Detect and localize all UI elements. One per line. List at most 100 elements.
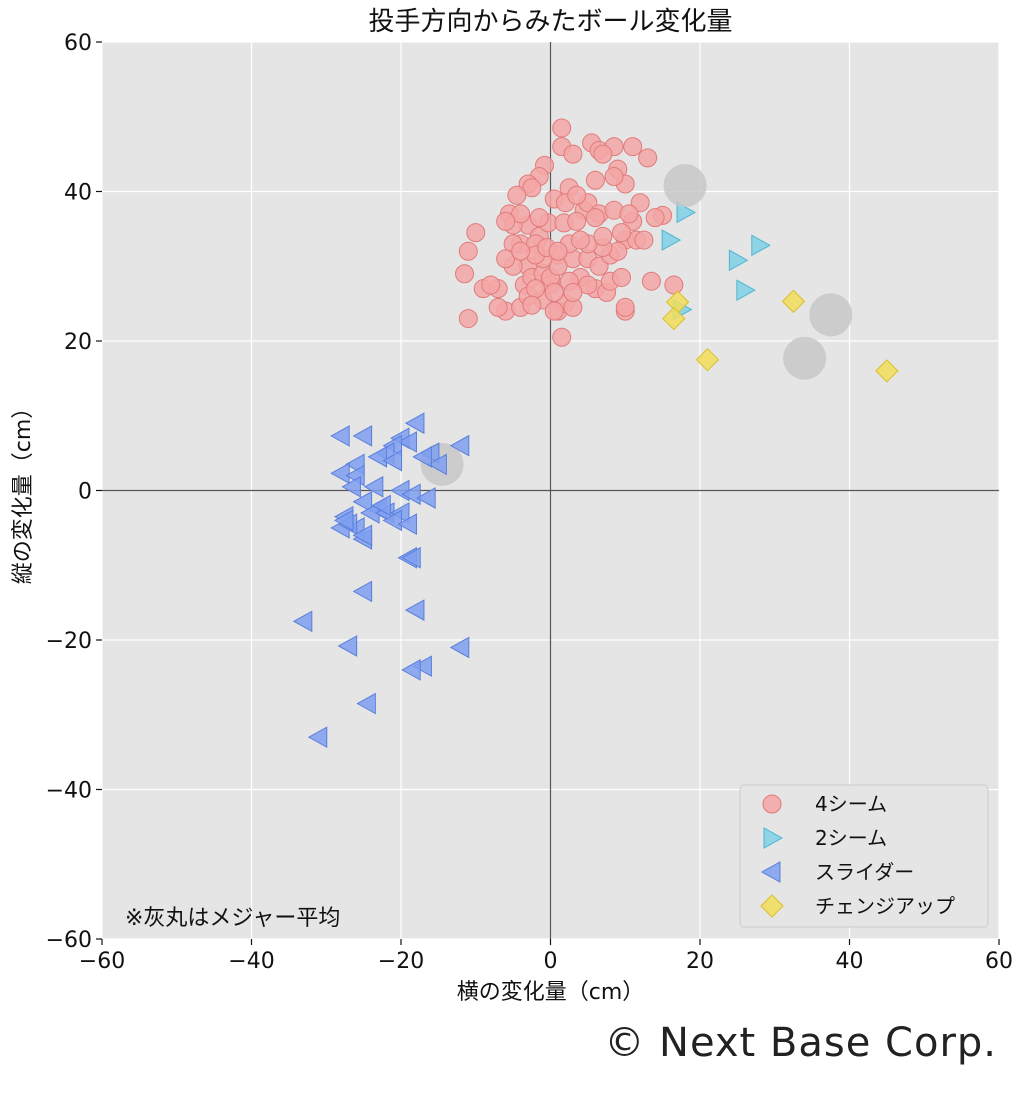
mlb-average-point <box>809 293 853 337</box>
legend-item: チェンジアップ <box>760 894 955 918</box>
data-point <box>397 513 417 535</box>
data-point <box>552 118 572 138</box>
x-tick-label: −60 <box>79 949 125 974</box>
legend-item: 2シーム <box>763 826 887 850</box>
y-tick-label: −20 <box>46 629 92 654</box>
data-point <box>623 137 643 157</box>
data-point <box>567 211 587 231</box>
mlb-average-point <box>663 164 707 208</box>
legend-marker <box>763 827 784 849</box>
data-point <box>585 170 605 190</box>
data-point <box>751 234 771 257</box>
data-point <box>634 230 654 250</box>
data-point <box>522 178 542 198</box>
data-points <box>292 118 899 749</box>
series-triangle-left <box>292 412 470 749</box>
data-point <box>496 211 516 231</box>
data-point <box>401 483 421 506</box>
legend-marker <box>762 794 782 814</box>
data-point <box>412 655 432 678</box>
data-point <box>401 659 421 681</box>
data-point <box>401 546 421 569</box>
data-point <box>578 275 598 295</box>
data-point <box>563 144 583 164</box>
x-tick-label: 20 <box>686 949 714 974</box>
data-point <box>292 610 313 633</box>
data-point <box>511 204 531 224</box>
data-point <box>526 279 546 299</box>
data-point <box>593 144 613 164</box>
x-tick-label: 0 <box>544 949 558 974</box>
y-tick-label: 60 <box>64 31 92 56</box>
chart-title: 投手方向からみたボール変化量 <box>368 7 732 37</box>
data-point <box>664 275 684 295</box>
y-tick-label: 40 <box>64 181 92 206</box>
data-point <box>695 347 720 372</box>
data-point <box>449 636 470 659</box>
data-point <box>570 230 590 250</box>
data-point <box>548 241 568 261</box>
legend-item: スライダー <box>760 860 914 884</box>
data-point <box>363 475 384 498</box>
data-point <box>352 580 373 603</box>
data-point <box>781 289 806 314</box>
data-point <box>593 226 613 246</box>
legend-marker <box>760 894 784 918</box>
data-point <box>736 279 756 302</box>
data-point <box>645 208 665 228</box>
series-diamond <box>662 289 899 383</box>
legend-label: 4シーム <box>815 792 887 816</box>
data-point <box>352 425 373 447</box>
y-axis-label: 縦の変化量（cm） <box>11 397 36 585</box>
data-point <box>567 185 587 205</box>
data-point <box>563 282 583 302</box>
data-point <box>552 327 572 347</box>
data-point <box>604 167 624 187</box>
data-point <box>352 524 373 547</box>
data-point <box>371 494 391 517</box>
copyright-text: © Next Base Corp. <box>604 1020 997 1066</box>
data-point <box>496 249 516 269</box>
data-point <box>382 509 403 532</box>
legend-label: スライダー <box>815 860 914 884</box>
x-tick-label: 60 <box>985 949 1013 974</box>
data-point <box>397 431 417 453</box>
data-point <box>676 201 697 224</box>
data-point <box>404 599 425 621</box>
legend-label: チェンジアップ <box>815 894 955 918</box>
legend-marker <box>760 861 781 883</box>
data-point <box>382 449 403 472</box>
axis-ticks: −60 −40 −20 0 20 40 60 −60 −40 −20 0 20 40 60 <box>46 31 1013 974</box>
data-point <box>458 309 478 329</box>
data-point <box>728 249 749 272</box>
data-point <box>367 446 388 468</box>
mlb-average-point <box>783 336 827 380</box>
x-axis-label: 横の変化量（cm） <box>457 980 645 1005</box>
legend-item: 4シーム <box>762 792 887 816</box>
data-point <box>619 204 639 224</box>
data-point <box>662 306 686 331</box>
data-point <box>352 490 373 513</box>
y-tick-label: −60 <box>46 928 92 953</box>
data-point <box>466 223 486 243</box>
data-point <box>544 282 564 302</box>
data-point <box>481 275 501 295</box>
data-point <box>427 453 447 476</box>
data-point <box>416 487 436 509</box>
data-point <box>404 412 425 435</box>
data-point <box>341 475 361 498</box>
x-tick-label: −20 <box>378 949 424 974</box>
data-point <box>455 264 475 284</box>
data-point <box>875 359 899 383</box>
series-circle <box>455 118 684 347</box>
data-point <box>507 185 527 205</box>
data-point <box>488 297 508 317</box>
y-tick-label: −40 <box>46 779 92 804</box>
x-tick-label: 40 <box>836 949 864 974</box>
x-tick-label: −40 <box>228 949 274 974</box>
data-point <box>307 726 328 749</box>
data-point <box>529 208 549 228</box>
data-point <box>356 692 376 715</box>
legend-box <box>739 784 989 928</box>
